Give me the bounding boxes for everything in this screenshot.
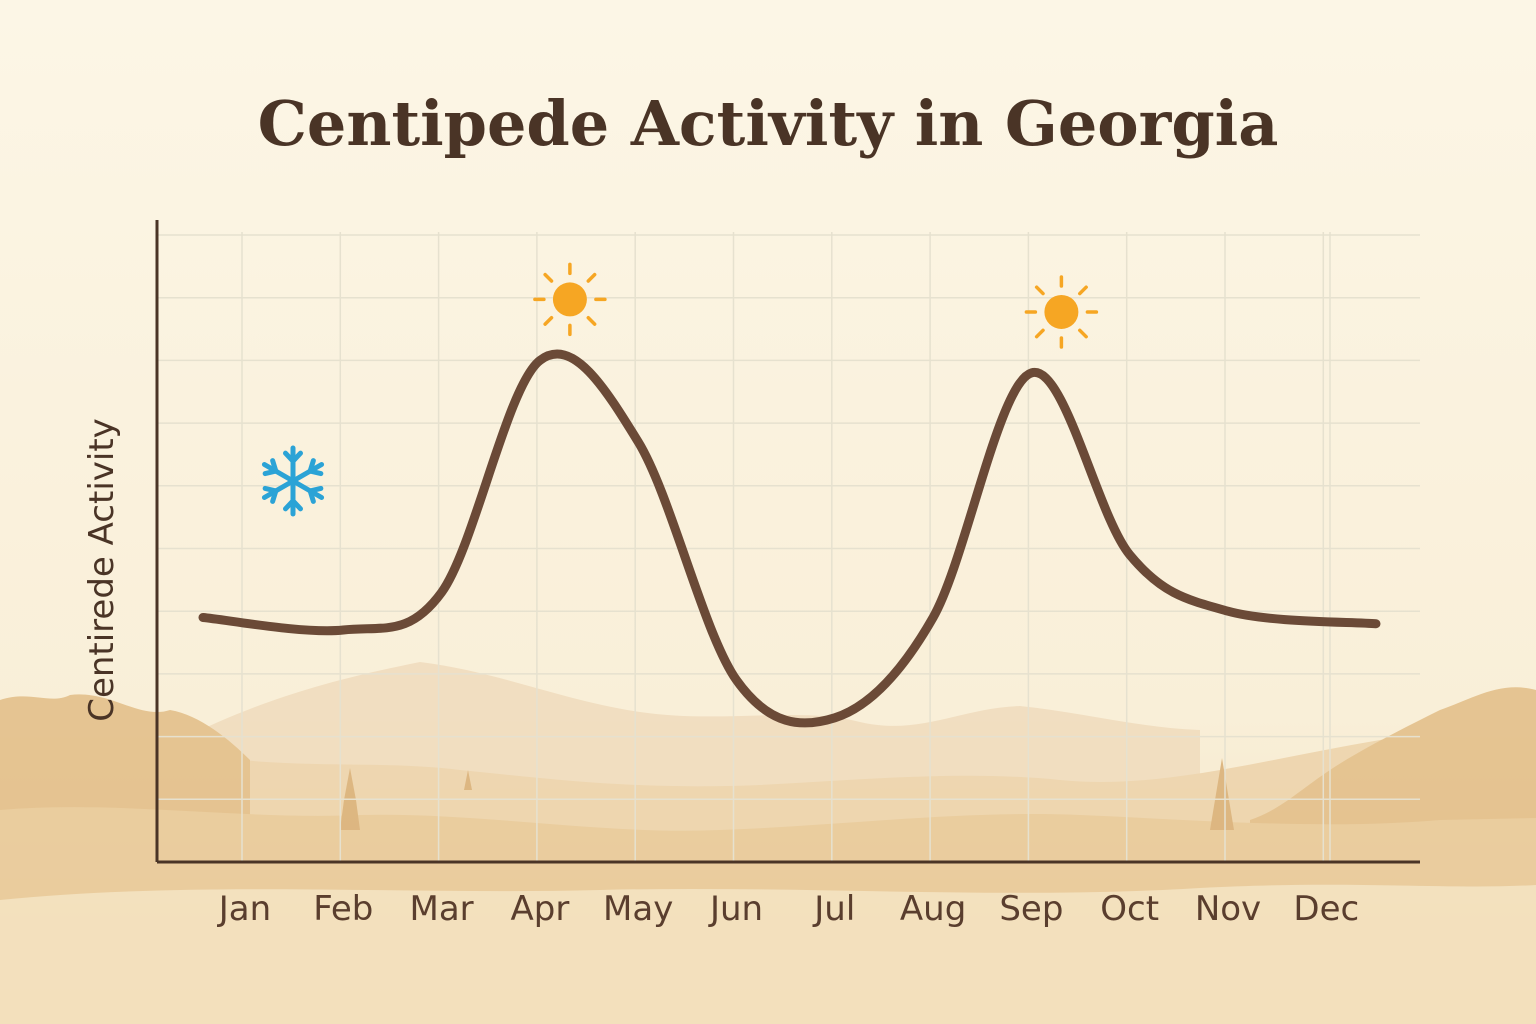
x-tick-label: Sep xyxy=(999,889,1063,929)
x-tick-label: Oct xyxy=(1100,889,1159,929)
x-tick-label: Apr xyxy=(510,889,569,929)
series-line xyxy=(198,349,1381,728)
grid xyxy=(157,232,1420,862)
x-tick-label: Jun xyxy=(708,889,763,929)
x-tick-label: Nov xyxy=(1195,889,1261,929)
x-tick-label: Dec xyxy=(1293,889,1359,929)
x-tick-label: May xyxy=(603,889,673,929)
chart-title: Centipede Activity in Georgia xyxy=(258,87,1279,160)
sun-icon xyxy=(1024,275,1099,349)
series-layer xyxy=(198,349,1381,728)
x-tick-labels: Jan Feb Mar Apr May Jun Jul Aug Sep Oct Nov Dec xyxy=(217,889,1359,929)
x-tick-label: Jan xyxy=(217,889,271,929)
annotation-icons xyxy=(261,262,1099,517)
sun-icon xyxy=(533,262,607,337)
x-tick-label: Aug xyxy=(900,889,966,929)
snowflake-icon xyxy=(261,445,325,517)
axes xyxy=(155,220,1420,864)
y-axis-label: Centirede Activity xyxy=(82,418,122,722)
x-tick-label: Mar xyxy=(410,889,474,929)
x-tick-label: Jul xyxy=(812,889,855,929)
x-tick-label: Feb xyxy=(313,889,373,929)
